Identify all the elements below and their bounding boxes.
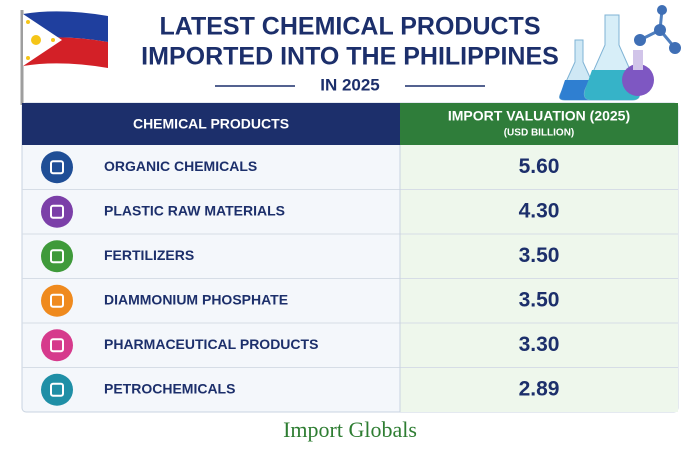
product-name: DIAMMONIUM PHOSPHATE [104, 291, 288, 307]
product-name: PETROCHEMICALS [104, 380, 235, 396]
product-name: ORGANIC CHEMICALS [104, 158, 257, 174]
title-line: IMPORTED INTO THE PHILIPPINES [141, 43, 559, 71]
row-icon-glyph [50, 382, 64, 397]
row-icon [41, 284, 73, 317]
import-value: 5.60 [519, 155, 560, 178]
row-icon-glyph [50, 204, 64, 219]
product-name: FERTILIZERS [104, 247, 194, 263]
row-icon [41, 151, 73, 184]
import-value: 3.30 [519, 333, 560, 356]
column-header: IMPORT VALUATION (2025) [448, 108, 630, 124]
header-cell [22, 103, 400, 145]
row-icon [41, 240, 73, 273]
product-name: PHARMACEUTICAL PRODUCTS [104, 336, 318, 352]
row-icon-glyph [50, 338, 64, 353]
import-value: 3.50 [519, 288, 560, 311]
row-icon-glyph [50, 160, 64, 175]
import-value: 3.50 [519, 244, 560, 267]
title-line: LATEST CHEMICAL PRODUCTS [159, 13, 540, 41]
lab-flasks [559, 5, 681, 101]
header-cell [400, 103, 678, 145]
row-icon-glyph [50, 293, 64, 308]
column-unit: (USD BILLION) [504, 128, 575, 139]
row-icon [41, 373, 73, 406]
subtitle: IN 2025 [320, 75, 380, 94]
row-icon [41, 195, 73, 228]
row-icon-glyph [50, 249, 64, 264]
import-value: 4.30 [519, 199, 560, 222]
philippine-flag [20, 10, 108, 105]
import-value: 2.89 [519, 377, 560, 400]
table-body: ORGANIC CHEMICALS 5.60 PLASTIC RAW MATERIA… [22, 145, 678, 412]
column-header: CHEMICAL PRODUCTS [133, 116, 289, 132]
row-icon [41, 329, 73, 362]
product-name: PLASTIC RAW MATERIALS [104, 202, 285, 218]
brand: Import Globals [283, 417, 417, 442]
